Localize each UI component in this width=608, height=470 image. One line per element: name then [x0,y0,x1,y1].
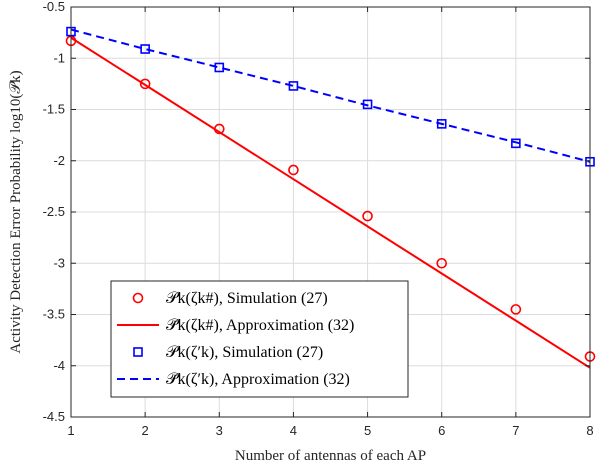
legend-marker-swatch [132,292,144,304]
y-tick-label: -3 [53,255,65,270]
x-tick-label: 2 [142,423,149,438]
y-tick-label: -0.5 [43,0,65,14]
legend: 𝒫k(ζk#), Simulation (27) 𝒫̃k(ζk#), Approx… [110,280,409,398]
y-axis-label: Activity Detection Error Probability log… [8,70,24,353]
legend-box [110,280,409,398]
data-point [139,78,151,90]
x-tick-label: 4 [290,423,297,438]
series-line [70,28,591,163]
y-tick-label: -3.5 [43,307,65,322]
legend-entry: 𝒫̃k(ζ′k), Approximation (32) [117,371,350,388]
legend-entry: 𝒫̃k(ζk#), Approximation (32) [117,317,354,334]
x-tick-label: 5 [364,423,371,438]
x-tick-label: 1 [67,423,74,438]
legend-entry: 𝒫k(ζ′k), Simulation (27) [133,344,323,361]
legend-label: 𝒫̃k(ζ′k), Approximation (32) [166,371,350,388]
legend-label: 𝒫̃k(ζk#), Approximation (32) [166,317,354,334]
x-tick-label: 7 [512,423,519,438]
legend-label: 𝒫k(ζk#), Simulation (27) [166,290,328,307]
x-tick-label: 6 [438,423,445,438]
x-axis-label: Number of antennas of each AP [235,448,426,464]
y-tick-label: -1.5 [43,102,65,117]
y-tick-label: -2.5 [43,204,65,219]
series-layer [65,26,596,369]
series-line [70,36,591,369]
y-tick-label: -4.5 [43,409,65,424]
data-point [436,257,448,269]
series-3 [70,28,591,163]
y-tick-label: -2 [53,153,65,168]
legend-label: 𝒫k(ζ′k), Simulation (27) [166,344,323,361]
tick-labels: 1 2 3 4 5 6 7 8 -0.5 -1 -1.5 -2 -2.5 -3 -3.5 -4 -4.5 [43,0,594,438]
legend-marker-swatch [133,347,143,357]
legend-entry: 𝒫k(ζk#), Simulation (27) [132,290,328,307]
x-tick-label: 3 [216,423,223,438]
series-1 [70,36,591,369]
data-point [288,164,299,176]
data-point [511,138,521,149]
y-tick-label: -1 [53,50,65,65]
data-point [362,210,373,222]
y-tick-label: -4 [53,358,65,373]
data-point [510,304,522,315]
x-tick-label: 8 [586,423,593,438]
